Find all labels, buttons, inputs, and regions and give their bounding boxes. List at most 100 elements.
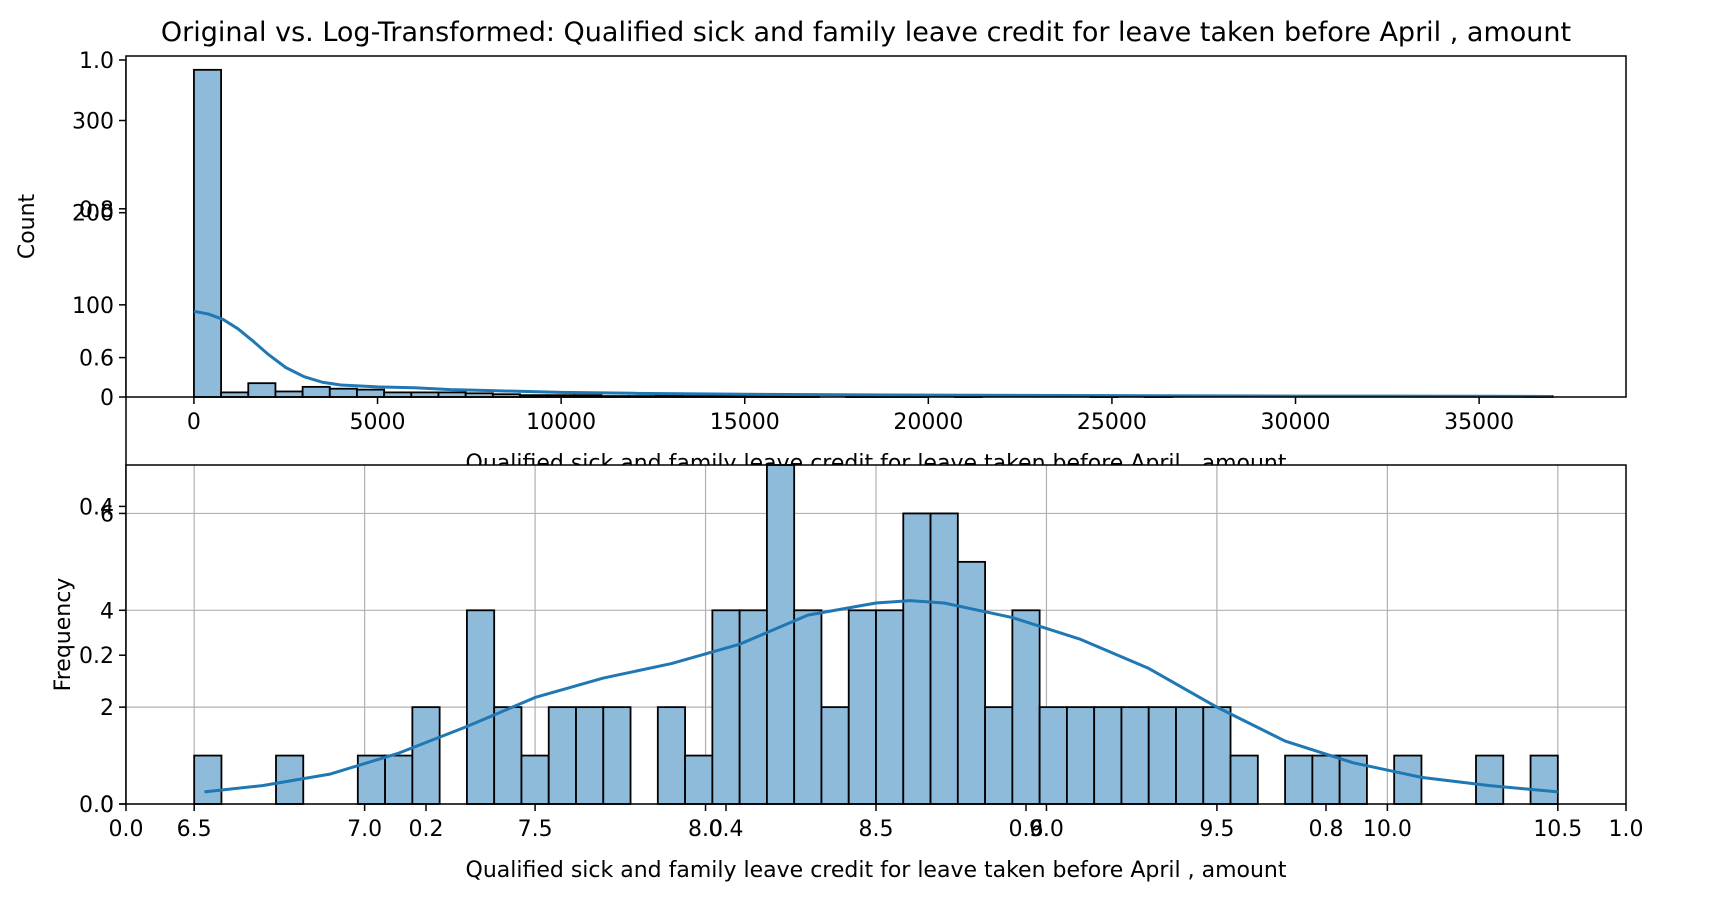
overlay-x-tick: 1.0 [1609, 804, 1644, 842]
figure-title: Original vs. Log-Transformed: Qualified … [161, 17, 1571, 48]
overlay-y-tick: 0.0 [79, 793, 126, 818]
histogram-bar [274, 390, 304, 398]
bottom-x-axis-label: Qualified sick and family leave credit f… [466, 858, 1287, 883]
top-x-tick-label: 5000 [350, 410, 406, 435]
histogram-bar [902, 512, 932, 805]
top-x-tick: 5000 [350, 397, 406, 435]
top-x-tick: 15000 [710, 397, 780, 435]
top-x-tick: 25000 [1077, 397, 1147, 435]
histogram-bar [1202, 706, 1232, 805]
histogram-bar [575, 706, 605, 805]
overlay-x-tick-label: 0.0 [109, 817, 144, 842]
histogram-bar [193, 754, 223, 805]
histogram-bar [929, 512, 959, 805]
bottom-x-tick-label: 10.0 [1363, 817, 1412, 842]
top-axes-background [126, 56, 1626, 397]
histogram-bar [984, 706, 1014, 805]
overlay-x-tick-label: 0.2 [409, 817, 444, 842]
histogram-bar [1066, 706, 1096, 805]
histogram-bar [1284, 754, 1314, 805]
top-x-tick: 35000 [1444, 397, 1514, 435]
histogram-bar [1229, 754, 1259, 805]
top-y-tick: 100 [72, 294, 126, 319]
overlay-y-tick-label: 1.0 [79, 49, 114, 74]
overlay-y-tick: 0.6 [79, 347, 126, 372]
overlay-x-tick: 0.0 [109, 804, 144, 842]
bottom-x-tick: 8.0 [688, 804, 723, 842]
overlay-x-tick-label: 0.4 [709, 817, 744, 842]
bottom-x-tick: 6.5 [177, 804, 212, 842]
histogram-bar [1038, 706, 1068, 805]
overlay-x-tick: 0.6 [1009, 804, 1044, 842]
histogram-bar [875, 609, 905, 805]
overlay-y-tick-label: 0.4 [79, 495, 114, 520]
histogram-bar [602, 706, 632, 805]
top-y-tick: 300 [72, 110, 126, 135]
top-y-tick: 0 [100, 386, 126, 411]
bottom-x-tick-label: 8.5 [859, 817, 894, 842]
histogram-bar [466, 609, 496, 805]
histogram-bar [1011, 609, 1041, 805]
bottom-x-tick: 9.0 [1029, 804, 1064, 842]
bottom-x-tick-label: 7.5 [518, 817, 553, 842]
top-x-tick-label: 0 [187, 410, 201, 435]
histogram-bar [1311, 754, 1341, 805]
top-y-tick-label: 0 [100, 386, 114, 411]
bottom-y-tick-label: 2 [100, 696, 114, 721]
bottom-y-axis-label: Frequency [51, 578, 76, 692]
bottom-kde-line [204, 599, 1558, 794]
overlay-y-tick: 0.2 [79, 644, 126, 669]
histogram-bar [711, 609, 741, 805]
histogram-bar [1175, 706, 1205, 805]
top-axes-frame [125, 55, 1627, 398]
top-y-tick-label: 300 [72, 110, 114, 135]
histogram-bar [547, 706, 577, 805]
top-y-tick-label: 200 [72, 202, 114, 227]
bottom-x-tick: 7.5 [518, 804, 553, 842]
bottom-x-tick: 7.0 [347, 804, 382, 842]
histogram-bar [766, 464, 796, 805]
overlay-x-tick-label: 1.0 [1609, 817, 1644, 842]
histogram-bar [684, 754, 714, 805]
bottom-y-tick-label: 6 [100, 502, 114, 527]
bottom-x-tick-label: 7.0 [347, 817, 382, 842]
overlay-x-tick: 0.4 [709, 804, 744, 842]
overlay-x-tick: 0.8 [1309, 804, 1344, 842]
histogram-bar [1529, 754, 1559, 805]
histogram-bar [1120, 706, 1150, 805]
top-x-tick-label: 30000 [1261, 410, 1331, 435]
histogram-bar [193, 68, 222, 398]
histogram-bar [520, 754, 550, 805]
histogram-bar [493, 706, 523, 805]
bottom-x-tick-label: 6.5 [177, 817, 212, 842]
histogram-bar [656, 706, 686, 805]
top-x-tick: 10000 [526, 397, 596, 435]
histogram-bar [956, 560, 986, 805]
top-x-tick-label: 15000 [710, 410, 780, 435]
bottom-x-tick-label: 8.0 [688, 817, 723, 842]
histogram-bar [328, 387, 358, 398]
bottom-x-tick: 10.5 [1533, 804, 1582, 842]
bottom-x-tick-label: 10.5 [1533, 817, 1582, 842]
bottom-y-tick: 2 [100, 696, 126, 721]
overlay-y-tick: 1.0 [79, 49, 126, 74]
top-y-tick: 200 [72, 202, 126, 227]
histogram-bar [1147, 706, 1177, 805]
top-x-tick-label: 25000 [1077, 410, 1147, 435]
bottom-x-tick-label: 9.5 [1199, 817, 1234, 842]
overlay-y-tick-label: 0.8 [79, 198, 114, 223]
histogram-bar [247, 382, 277, 398]
histogram-bar [1093, 706, 1123, 805]
histogram-bar [1475, 754, 1505, 805]
bottom-y-tick: 6 [100, 502, 126, 527]
overlay-y-tick: 0.8 [79, 198, 126, 223]
overlay-y-tick-label: 0.6 [79, 347, 114, 372]
overlay-y-tick: 0.4 [79, 495, 126, 520]
histogram-bar [820, 706, 850, 805]
top-kde-line [193, 309, 1553, 398]
overlay-axes: 0.0 0.2 0.4 0.6 0.8 1.0 0.0 0.2 0.4 0.6 0.8 1.0 [79, 49, 1644, 842]
histogram-bar [384, 754, 414, 805]
overlay-x-tick: 0.2 [409, 804, 444, 842]
top-x-tick-label: 35000 [1444, 410, 1514, 435]
bottom-x-tick-label: 9.0 [1029, 817, 1064, 842]
